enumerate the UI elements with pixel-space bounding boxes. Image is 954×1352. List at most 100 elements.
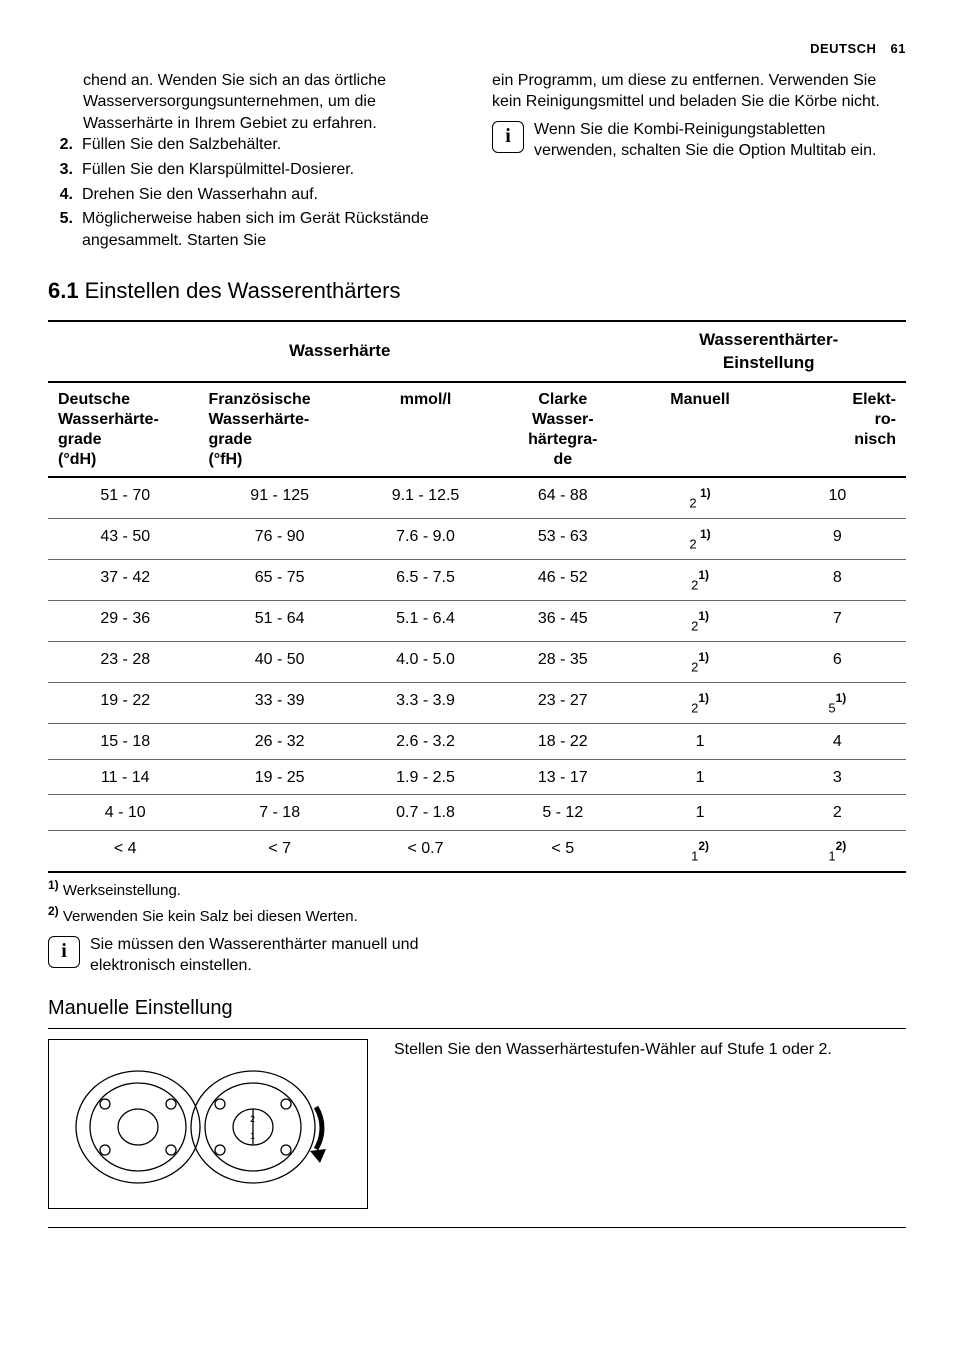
left-continuation: chend an. Wenden Sie sich an das örtlich… [48, 70, 462, 135]
table-cell: < 5 [494, 831, 631, 873]
table-cell: 9.1 - 12.5 [357, 477, 494, 519]
table-cell: 7 - 18 [202, 795, 356, 831]
step-num: 5. [48, 208, 73, 251]
table-cell: 23 - 28 [48, 642, 202, 683]
table-cell: 1 [631, 724, 768, 760]
table-cell: 18 - 22 [494, 724, 631, 760]
table-cell: 3.3 - 3.9 [357, 683, 494, 724]
table-row: < 4< 7< 0.7< 512)12) [48, 831, 906, 873]
info-row-top: i Wenn Sie die Kombi-Reinigungstabletten… [492, 119, 906, 162]
table-row: 51 - 7091 - 1259.1 - 12.564 - 882 1)10 [48, 477, 906, 519]
table-row: 43 - 5076 - 907.6 - 9.053 - 632 1)9 [48, 518, 906, 559]
table-cell: 4.0 - 5.0 [357, 642, 494, 683]
info-icon: i [48, 936, 80, 968]
table-cell: < 4 [48, 831, 202, 873]
table-cell: 65 - 75 [202, 559, 356, 600]
table-row: 29 - 3651 - 645.1 - 6.436 - 4521)7 [48, 601, 906, 642]
table-cell: 8 [769, 559, 906, 600]
step-text: Möglicherweise haben sich im Gerät Rücks… [82, 208, 462, 251]
table-cell: 5 - 12 [494, 795, 631, 831]
th-group-setting: Wasserenthärter-Einstellung [631, 321, 906, 382]
dial-illustration: 2 1 [48, 1039, 368, 1209]
footnotes: 1) Werkseinstellung. 2) Verwenden Sie ke… [48, 877, 906, 928]
info-text: Wenn Sie die Kombi-Reinigungstabletten v… [534, 119, 906, 162]
table-cell: 51) [769, 683, 906, 724]
table-cell: 2 1) [631, 477, 768, 519]
steps-list: 2. Füllen Sie den Salzbehälter. 3.Füllen … [48, 134, 462, 251]
table-cell: 64 - 88 [494, 477, 631, 519]
table-cell: 36 - 45 [494, 601, 631, 642]
step-item: 2. Füllen Sie den Salzbehälter. [48, 134, 462, 156]
table-cell: 46 - 52 [494, 559, 631, 600]
th-electronic: Elekt-ro-nisch [769, 382, 906, 477]
svg-text:2: 2 [250, 1114, 255, 1124]
table-row: 23 - 2840 - 504.0 - 5.028 - 3521)6 [48, 642, 906, 683]
table-cell: 21) [631, 601, 768, 642]
th-fh: FranzösischeWasserhärte-grade(°fH) [202, 382, 356, 477]
table-cell: 9 [769, 518, 906, 559]
table-cell: 7 [769, 601, 906, 642]
step-item: 5.Möglicherweise haben sich im Gerät Rüc… [48, 208, 462, 251]
svg-text:1: 1 [250, 1131, 255, 1141]
table-cell: 4 - 10 [48, 795, 202, 831]
table-cell: 29 - 36 [48, 601, 202, 642]
th-mmol: mmol/l [357, 382, 494, 477]
table-cell: 13 - 17 [494, 759, 631, 795]
table-cell: 1.9 - 2.5 [357, 759, 494, 795]
left-col: chend an. Wenden Sie sich an das örtlich… [48, 70, 462, 255]
step-text: Füllen Sie den Klarspülmittel-Dosierer. [82, 159, 354, 181]
table-cell: 26 - 32 [202, 724, 356, 760]
table-cell: 12) [631, 831, 768, 873]
table-cell: 21) [631, 642, 768, 683]
table-row: 11 - 1419 - 251.9 - 2.513 - 1713 [48, 759, 906, 795]
manual-heading: Manuelle Einstellung [48, 995, 906, 1029]
table-cell: 5.1 - 6.4 [357, 601, 494, 642]
intro-columns: chend an. Wenden Sie sich an das örtlich… [48, 70, 906, 255]
table-cell: 1 [631, 759, 768, 795]
table-cell: 15 - 18 [48, 724, 202, 760]
section-num: 6.1 [48, 278, 79, 303]
table-cell: 10 [769, 477, 906, 519]
table-cell: 23 - 27 [494, 683, 631, 724]
footnote-2: 2) Verwenden Sie kein Salz bei diesen We… [48, 903, 906, 927]
section-title: Einstellen des Wasserenthärters [85, 278, 401, 303]
table-cell: 11 - 14 [48, 759, 202, 795]
table-cell: 43 - 50 [48, 518, 202, 559]
table-cell: 3 [769, 759, 906, 795]
table-cell: < 0.7 [357, 831, 494, 873]
table-cell: 2 1) [631, 518, 768, 559]
table-cell: 76 - 90 [202, 518, 356, 559]
table-row: 19 - 2233 - 393.3 - 3.923 - 2721)51) [48, 683, 906, 724]
table-cell: 2 [769, 795, 906, 831]
table-cell: 21) [631, 559, 768, 600]
table-cell: 1 [631, 795, 768, 831]
table-cell: 21) [631, 683, 768, 724]
table-cell: 91 - 125 [202, 477, 356, 519]
table-cell: 19 - 25 [202, 759, 356, 795]
table-cell: 12) [769, 831, 906, 873]
bottom-rule [48, 1227, 906, 1228]
table-cell: 40 - 50 [202, 642, 356, 683]
step-item: 4.Drehen Sie den Wasserhahn auf. [48, 184, 462, 206]
info-icon: i [492, 121, 524, 153]
table-cell: < 7 [202, 831, 356, 873]
table-cell: 0.7 - 1.8 [357, 795, 494, 831]
step-text: Füllen Sie den Salzbehälter. [82, 134, 281, 156]
right-continuation: ein Programm, um diese zu entfernen. Ver… [492, 70, 906, 113]
table-row: 15 - 1826 - 322.6 - 3.218 - 2214 [48, 724, 906, 760]
table-row: 4 - 107 - 180.7 - 1.85 - 1212 [48, 795, 906, 831]
step-text: Drehen Sie den Wasserhahn auf. [82, 184, 318, 206]
table-cell: 33 - 39 [202, 683, 356, 724]
dial-icon: 2 1 [58, 1049, 358, 1199]
table-cell: 6.5 - 7.5 [357, 559, 494, 600]
table-cell: 37 - 42 [48, 559, 202, 600]
table-cell: 6 [769, 642, 906, 683]
footnote-1: 1) Werkseinstellung. [48, 877, 906, 901]
th-manual: Manuell [631, 382, 768, 477]
th-group-hardness: Wasserhärte [48, 321, 631, 382]
step-item: 3.Füllen Sie den Klarspülmittel-Dosierer… [48, 159, 462, 181]
step-num: 2. [48, 134, 73, 156]
info-text-below: Sie müssen den Wasserenthärter manuell u… [90, 934, 438, 977]
manual-text: Stellen Sie den Wasserhärtestufen-Wähler… [394, 1039, 832, 1061]
header-page: 61 [891, 41, 906, 56]
